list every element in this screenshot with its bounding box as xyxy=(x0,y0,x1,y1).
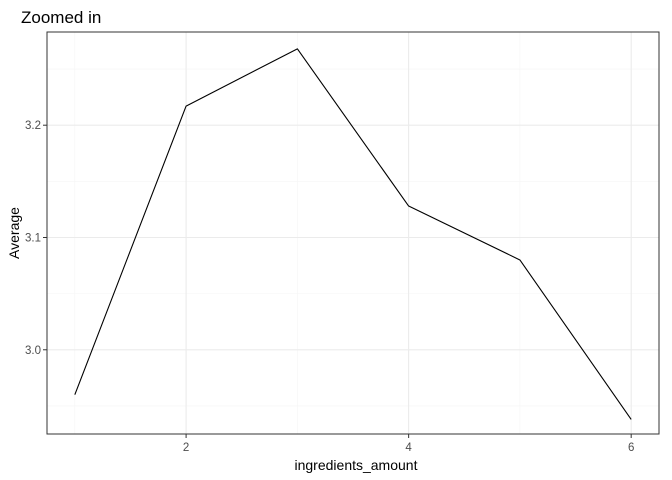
x-axis: 2 4 6 xyxy=(183,434,634,454)
y-axis-title: Average xyxy=(6,207,22,259)
x-tick-label: 2 xyxy=(183,442,189,454)
series-layer xyxy=(74,48,632,420)
y-tick-label: 3.1 xyxy=(25,232,41,244)
series-line-0 xyxy=(74,48,632,420)
panel-background xyxy=(47,32,659,434)
y-tick-label: 3.2 xyxy=(25,120,41,132)
y-axis: 3.0 3.1 3.2 xyxy=(25,120,47,357)
y-tick-label: 3.0 xyxy=(25,345,41,357)
chart-title: Zoomed in xyxy=(21,8,101,27)
plot-panel xyxy=(46,31,660,435)
major-gridlines xyxy=(47,32,659,434)
x-axis-title: ingredients_amount xyxy=(295,457,418,473)
minor-gridlines xyxy=(47,32,659,434)
x-tick-label: 4 xyxy=(405,442,412,454)
panel-border xyxy=(46,31,660,435)
x-tick-label: 6 xyxy=(628,442,634,454)
